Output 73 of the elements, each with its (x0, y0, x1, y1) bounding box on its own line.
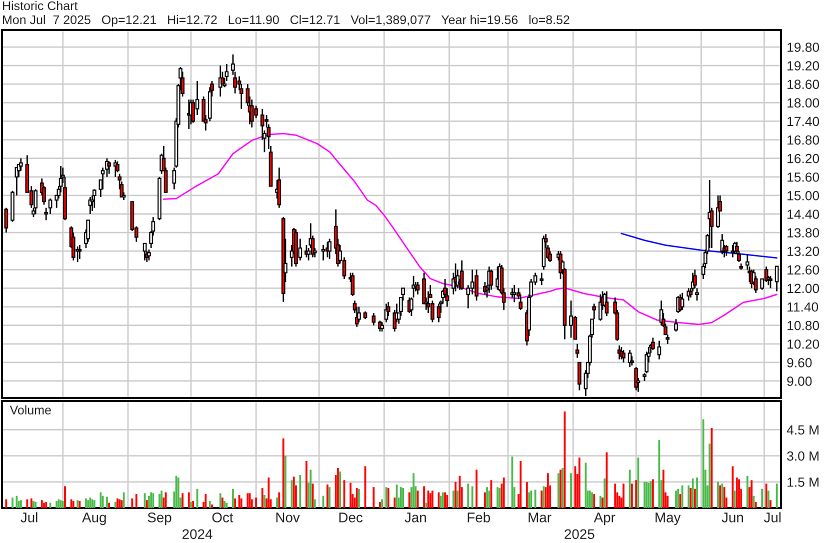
candlestick (474, 268, 478, 302)
candlestick (142, 242, 147, 262)
candlestick (372, 312, 376, 326)
y-tick-label: 3.0 M (787, 451, 818, 461)
candlestick (328, 238, 332, 260)
y-tick-label: 14.40 (788, 210, 820, 219)
candlestick (350, 272, 355, 297)
y-tick-label: 10.80 (788, 320, 820, 330)
candlestick (92, 188, 96, 209)
x-tick-label: Jul (764, 512, 781, 522)
y-tick-label: 9.00 (787, 376, 812, 386)
x-tick-label: Sep (148, 512, 172, 526)
y-tick-label: 12.60 (788, 265, 820, 275)
candlestick (321, 244, 326, 262)
x-tick-label: May (656, 512, 681, 526)
candlestick (695, 288, 699, 302)
candlestick (680, 292, 684, 311)
x-tick-label: Feb (468, 512, 490, 522)
candlestick (512, 284, 516, 303)
y-tick-label: 18.60 (788, 80, 820, 90)
y-tick-label: 15.60 (788, 172, 820, 182)
x-tick-label: Jun (722, 512, 743, 522)
y-tick-label: 10.20 (788, 339, 820, 349)
candlestick (18, 158, 23, 172)
x-tick-label: Apr (594, 512, 616, 526)
x-tick-label: Jul (20, 512, 38, 522)
candlestick (254, 105, 258, 119)
y-tick-label: 11.40 (788, 302, 818, 312)
candlestick (578, 362, 582, 391)
candlestick (34, 188, 38, 215)
y-tick-label: 19.80 (788, 42, 820, 52)
candlestick (598, 294, 602, 322)
candlestick (380, 322, 384, 332)
candlestick (674, 318, 678, 332)
candlestick (540, 272, 544, 286)
x-tick-label: Aug (82, 512, 106, 526)
candlestick (573, 315, 578, 340)
annotation: 2024 (182, 529, 212, 540)
candlestick (692, 268, 697, 289)
x-tick-label: Dec (339, 512, 363, 522)
candlestick (604, 290, 609, 317)
y-tick-label: 18.00 (788, 98, 820, 108)
x-tick-label: Nov (276, 512, 300, 522)
y-tick-label: 9.60 (787, 358, 812, 368)
y-tick-label: 13.80 (788, 228, 820, 238)
y-tick-label: 16.20 (788, 154, 820, 164)
candlestick (116, 160, 120, 173)
y-tick-label: 15.00 (788, 191, 820, 200)
chart-title: Volume (10, 405, 51, 414)
candlestick (634, 366, 638, 391)
candlestick (78, 244, 82, 260)
chart-title: Historic Chart (3, 1, 78, 10)
x-tick-label: Mar (528, 512, 552, 522)
y-tick-label: 13.20 (788, 246, 820, 256)
candlestick (436, 302, 441, 323)
x-tick-label: Jan (404, 512, 426, 522)
candlestick (575, 343, 580, 358)
candlestick (489, 268, 494, 290)
candlestick (107, 160, 112, 174)
y-tick-label: 12.00 (788, 284, 820, 294)
candlestick (716, 194, 720, 229)
candlestick (622, 349, 626, 364)
x-tick-label: Oct (212, 512, 234, 522)
y-tick-label: 17.40 (788, 116, 820, 126)
y-tick-label: 4.5 M (786, 425, 818, 435)
candlestick (657, 340, 662, 360)
candlestick (460, 260, 464, 290)
y-tick-label: 1.5 M (788, 478, 818, 487)
y-tick-label: 19.20 (788, 61, 820, 70)
candlestick (569, 300, 573, 338)
y-tick-label: 16.80 (788, 135, 820, 145)
chart-subtitle: Mon Jul 7 2025 Op=12.21 Hi=12.72 Lo=11.90 Cl=12.71 Vol=1,389,077 Year hi=19.56 lo=8.52 (3, 15, 570, 27)
annotation: 2025 (564, 529, 594, 540)
